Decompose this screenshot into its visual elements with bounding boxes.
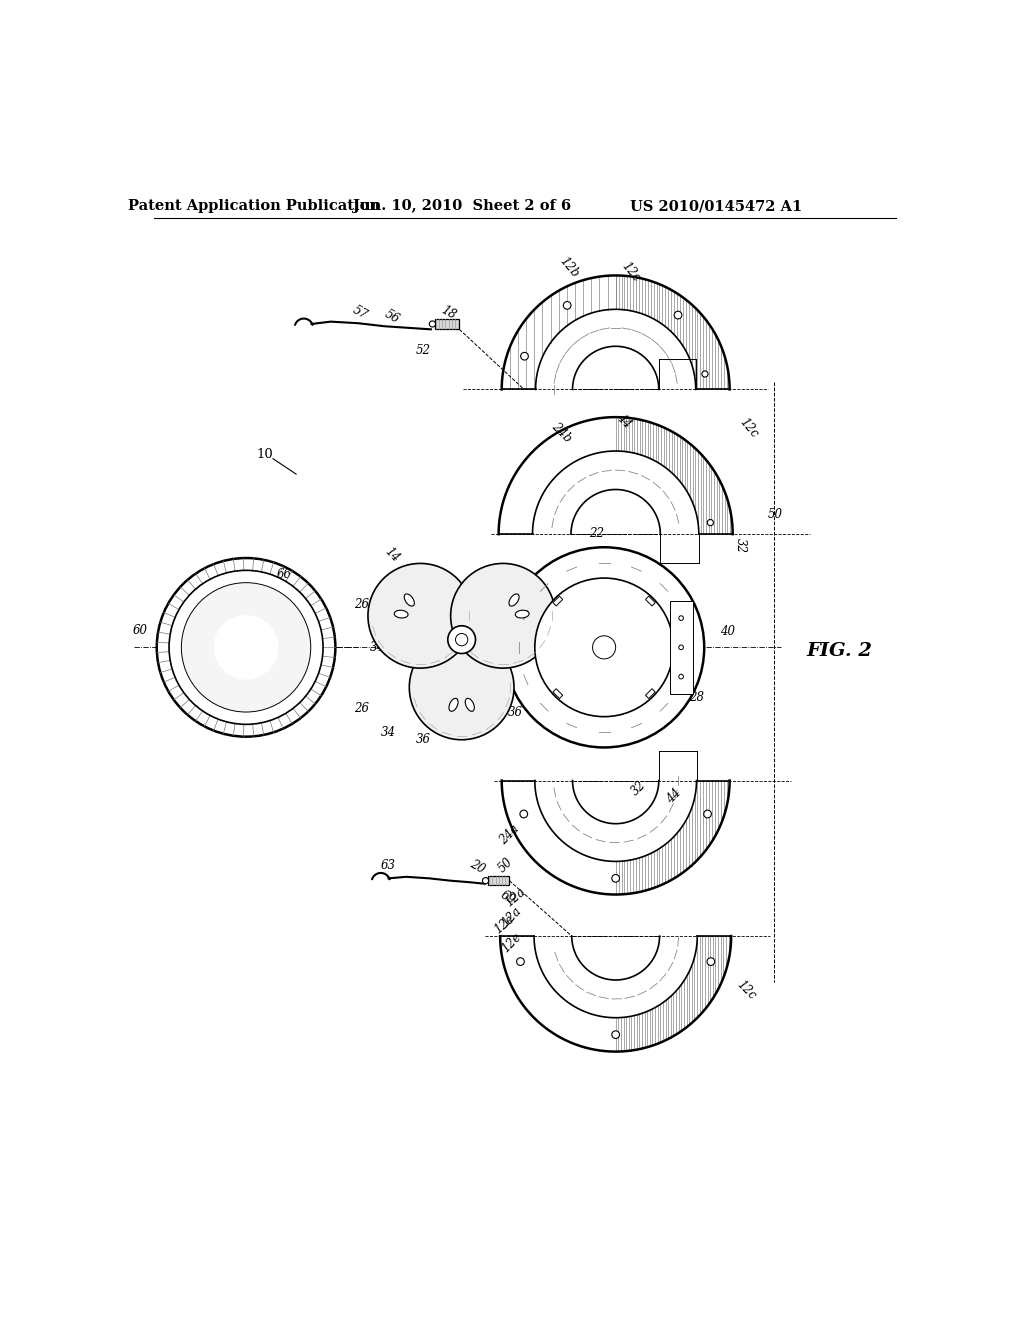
Ellipse shape: [515, 610, 529, 618]
Text: 64: 64: [262, 684, 276, 696]
Text: Jun. 10, 2010  Sheet 2 of 6: Jun. 10, 2010 Sheet 2 of 6: [352, 199, 570, 213]
Ellipse shape: [394, 610, 408, 618]
Circle shape: [456, 634, 468, 645]
Circle shape: [368, 564, 473, 668]
Ellipse shape: [509, 594, 519, 606]
Text: 60: 60: [132, 624, 147, 638]
Ellipse shape: [465, 698, 474, 711]
Circle shape: [679, 645, 683, 649]
Text: 12b: 12b: [557, 255, 582, 281]
Circle shape: [157, 558, 336, 737]
Text: 10: 10: [257, 449, 273, 462]
Text: 34: 34: [370, 640, 384, 653]
Text: 12e: 12e: [500, 929, 524, 954]
Polygon shape: [499, 417, 733, 535]
Text: 14: 14: [382, 545, 402, 565]
Text: 12e: 12e: [492, 912, 517, 937]
Text: 24b: 24b: [549, 420, 574, 445]
Text: 57: 57: [350, 304, 370, 322]
Text: 69: 69: [498, 888, 517, 907]
Circle shape: [563, 301, 571, 309]
Text: 28: 28: [689, 660, 705, 673]
Circle shape: [701, 371, 708, 378]
Circle shape: [410, 635, 514, 739]
Text: 26: 26: [354, 702, 369, 715]
Circle shape: [214, 615, 279, 680]
Text: 18: 18: [439, 304, 459, 322]
Bar: [487, 876, 509, 886]
Text: 24a: 24a: [497, 822, 522, 847]
Text: 66: 66: [278, 568, 292, 581]
Text: 28: 28: [689, 690, 705, 704]
Circle shape: [169, 570, 323, 725]
Text: 40: 40: [720, 626, 735, 639]
Circle shape: [593, 636, 615, 659]
Circle shape: [679, 675, 683, 678]
Text: 50: 50: [768, 508, 782, 521]
Circle shape: [520, 810, 527, 818]
Text: 44: 44: [664, 787, 683, 805]
Circle shape: [679, 615, 683, 620]
Text: 12a: 12a: [503, 886, 528, 909]
Text: 52: 52: [416, 345, 431, 358]
Text: 50: 50: [496, 855, 515, 875]
Text: 36: 36: [404, 656, 419, 669]
Text: 12c: 12c: [734, 978, 759, 1002]
Bar: [435, 318, 460, 330]
Circle shape: [535, 578, 674, 717]
Text: Patent Application Publication: Patent Application Publication: [128, 199, 380, 213]
Text: 32: 32: [629, 779, 648, 799]
Circle shape: [451, 564, 555, 668]
Circle shape: [429, 321, 435, 327]
Circle shape: [517, 958, 524, 965]
Circle shape: [520, 352, 528, 360]
Circle shape: [611, 1031, 620, 1039]
Polygon shape: [502, 780, 730, 895]
Text: 26: 26: [354, 598, 369, 611]
Bar: [645, 689, 655, 698]
Text: 36: 36: [416, 733, 431, 746]
Polygon shape: [502, 276, 730, 389]
Circle shape: [504, 548, 705, 747]
Bar: [645, 597, 655, 606]
Text: 12a: 12a: [500, 904, 524, 929]
Bar: [670, 601, 692, 693]
Circle shape: [181, 582, 310, 711]
Text: FIG. 2: FIG. 2: [806, 643, 872, 660]
Circle shape: [707, 958, 715, 965]
Text: 12c: 12c: [620, 259, 643, 284]
Circle shape: [674, 312, 682, 319]
Circle shape: [611, 874, 620, 882]
Text: 44: 44: [613, 411, 633, 430]
Text: US 2010/0145472 A1: US 2010/0145472 A1: [630, 199, 802, 213]
Text: 63: 63: [381, 859, 396, 871]
Text: 36: 36: [508, 706, 523, 719]
Polygon shape: [500, 936, 731, 1052]
Circle shape: [482, 878, 488, 884]
Text: 56: 56: [383, 306, 402, 326]
Text: 34: 34: [381, 726, 396, 739]
Circle shape: [447, 626, 475, 653]
Text: 32: 32: [734, 539, 746, 553]
Text: 22: 22: [589, 527, 604, 540]
Ellipse shape: [404, 594, 415, 606]
Bar: [553, 597, 563, 606]
Text: 20: 20: [467, 858, 486, 876]
Text: 12c: 12c: [737, 416, 761, 441]
Ellipse shape: [449, 698, 458, 711]
Circle shape: [703, 810, 712, 818]
Bar: [553, 689, 563, 698]
Circle shape: [708, 520, 714, 525]
